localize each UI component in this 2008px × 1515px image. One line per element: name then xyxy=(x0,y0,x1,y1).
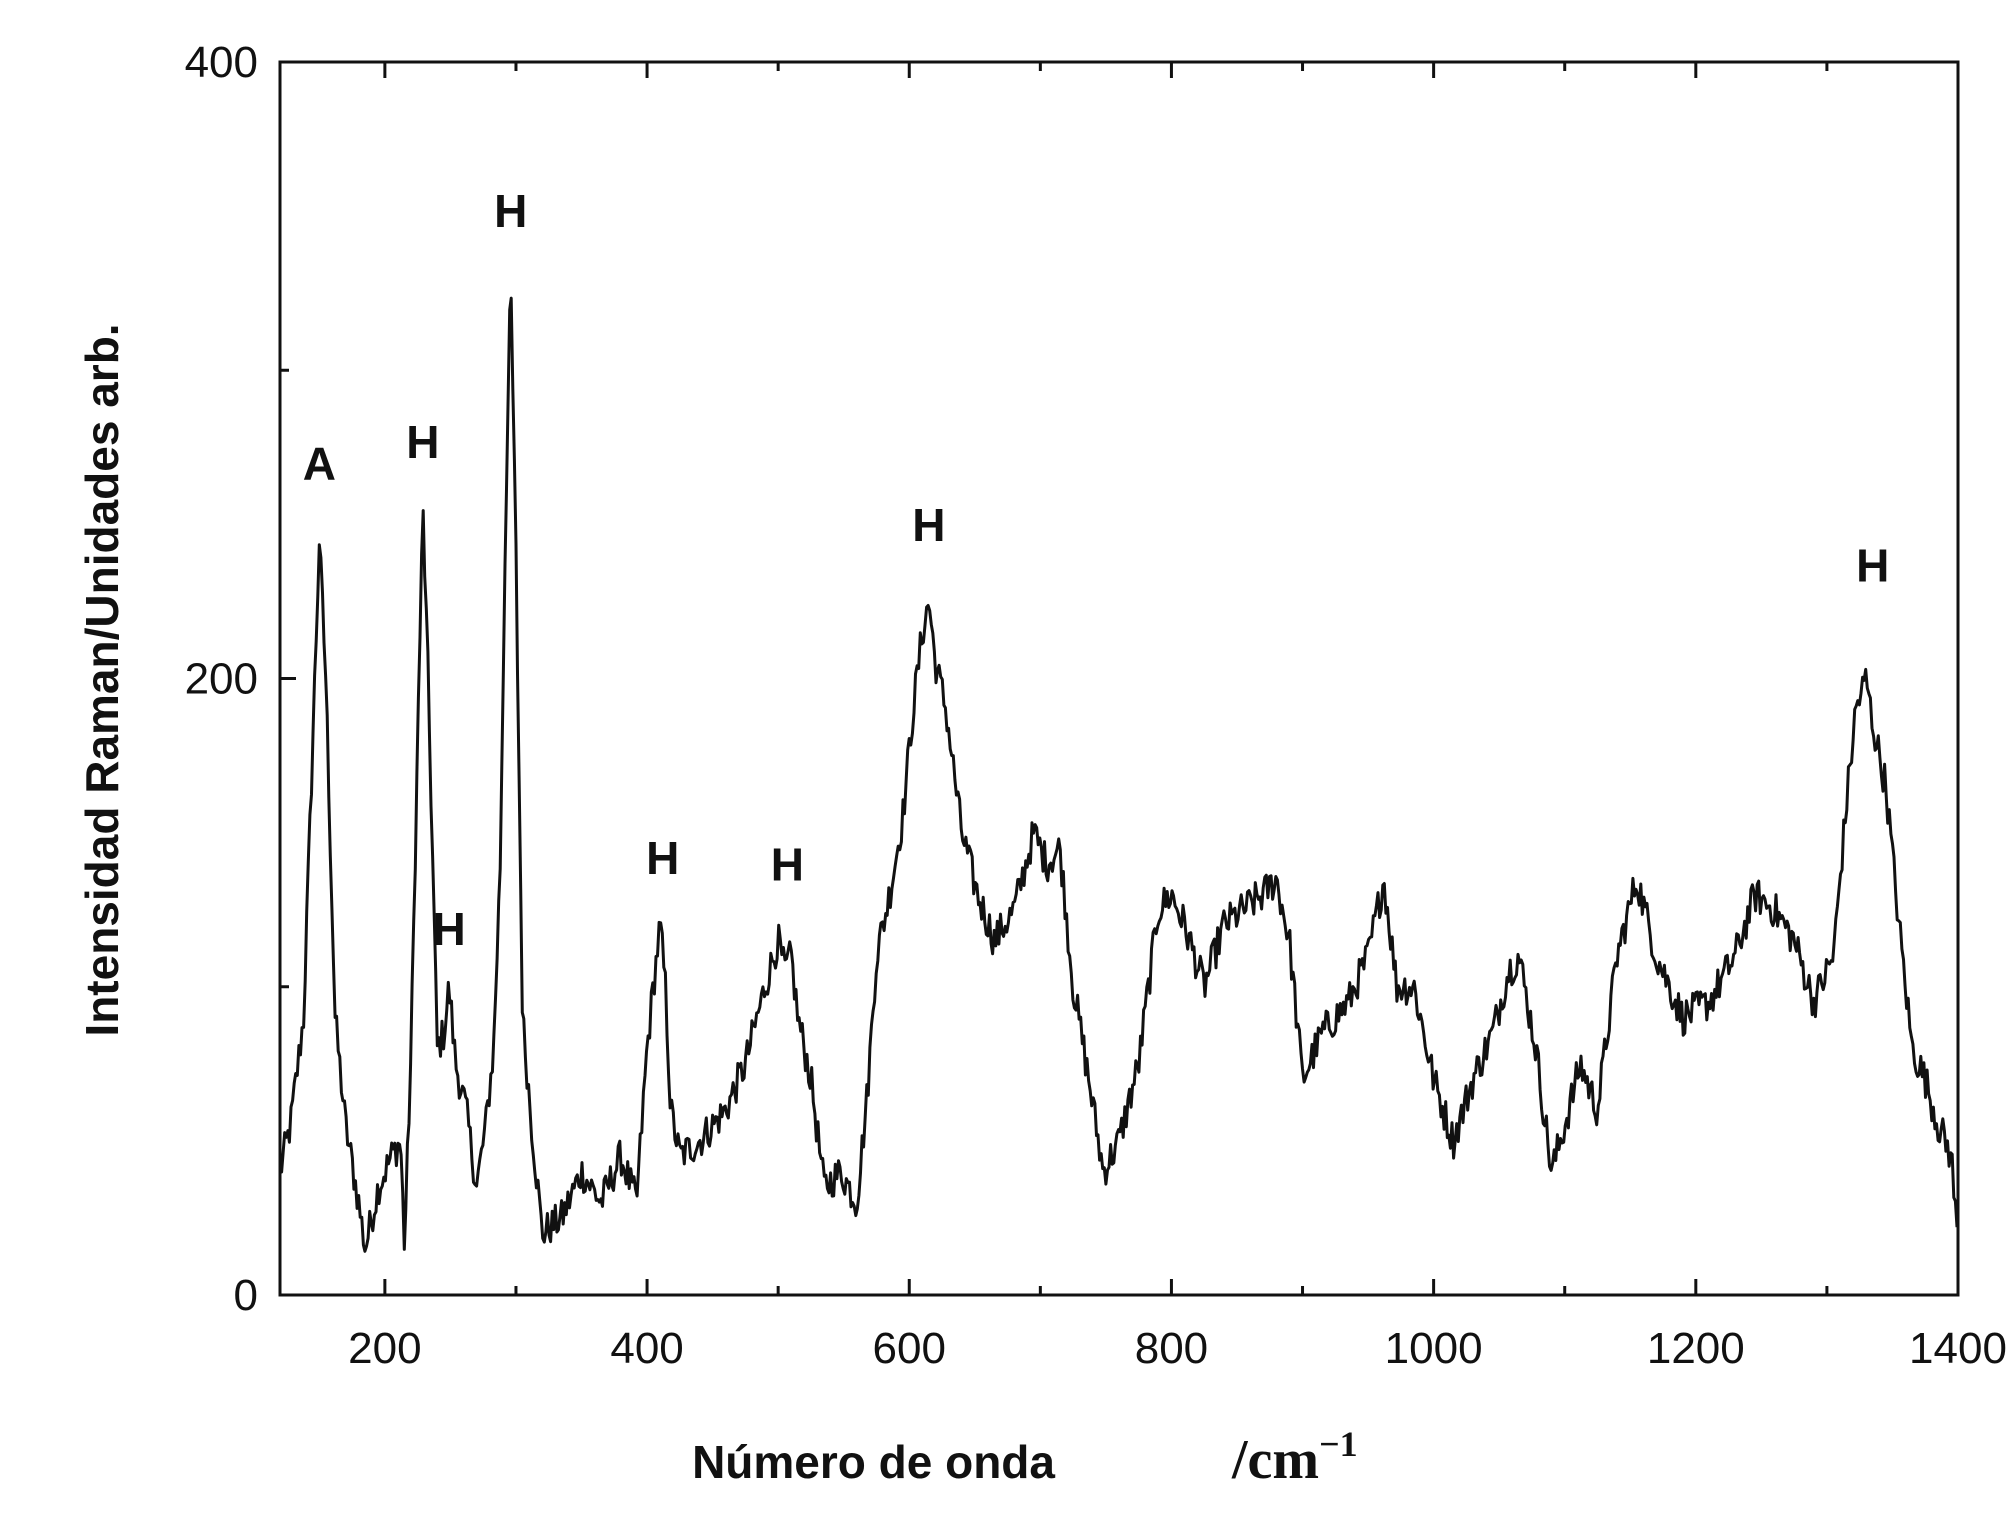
x-axis-unit-exponent: −1 xyxy=(1319,1424,1358,1464)
peak-label: H xyxy=(406,416,439,468)
y-tick-label: 0 xyxy=(234,1271,258,1320)
x-tick-label: 1000 xyxy=(1385,1324,1483,1373)
peak-label: H xyxy=(646,832,679,884)
x-axis-ticks: 200 400 600 800 1000 1200 1400 xyxy=(348,62,2007,1373)
x-axis-title: Número de onda xyxy=(692,1436,1055,1488)
peak-label: H xyxy=(432,903,465,955)
x-axis-title-text: Número de onda xyxy=(692,1436,1055,1488)
x-axis-unit: /cm−1 xyxy=(1231,1424,1358,1491)
x-tick-label: 600 xyxy=(873,1324,946,1373)
y-axis-ticks: 0 200 400 xyxy=(185,38,296,1320)
x-tick-label: 1200 xyxy=(1647,1324,1745,1373)
spectrum-line xyxy=(278,296,1959,1253)
peak-annotations: A H H H H H H H xyxy=(303,185,1890,955)
peak-label: H xyxy=(771,838,804,890)
x-tick-label: 200 xyxy=(348,1324,421,1373)
y-tick-label: 400 xyxy=(185,38,258,87)
y-axis-title: Intensidad Raman/Unidades arb. xyxy=(76,323,128,1036)
peak-label: H xyxy=(494,185,527,237)
y-tick-label: 200 xyxy=(185,655,258,704)
x-axis-unit-text: /cm xyxy=(1231,1429,1319,1491)
x-tick-label: 400 xyxy=(610,1324,683,1373)
x-tick-label: 800 xyxy=(1135,1324,1208,1373)
peak-label: H xyxy=(1856,539,1889,591)
peak-label: A xyxy=(303,438,336,490)
peak-label: H xyxy=(912,499,945,551)
plot-frame xyxy=(278,60,1960,1297)
x-tick-label: 1400 xyxy=(1909,1324,2007,1373)
series-layer xyxy=(278,296,1959,1253)
